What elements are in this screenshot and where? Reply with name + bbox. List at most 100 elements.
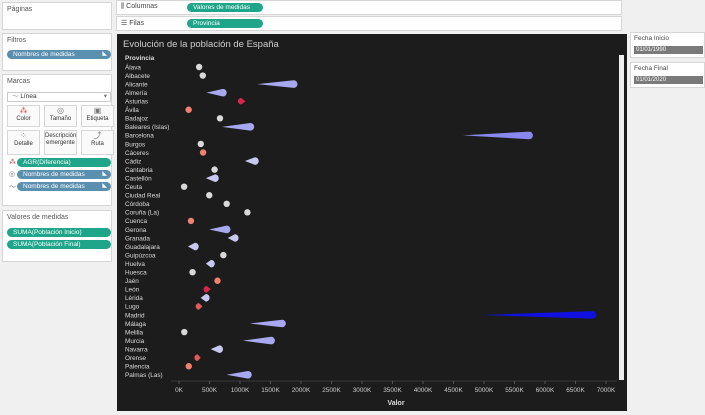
population-mark[interactable] [210,345,224,353]
columns-pill[interactable]: Valores de medidas [187,3,263,12]
population-chart[interactable]: Evolución de la población de España Prov… [117,34,627,411]
chevron-down-icon: ▾ [103,93,107,100]
size-button[interactable]: ◎ Tamaño [44,105,77,127]
population-mark[interactable] [257,80,298,88]
rows-pill[interactable]: Provincia [187,19,263,28]
population-mark[interactable] [206,192,213,199]
population-mark[interactable] [180,183,188,190]
population-mark[interactable] [205,174,219,182]
population-mark[interactable] [199,149,207,156]
population-mark[interactable] [185,106,192,113]
x-tick-label: 6000K [536,387,555,394]
columns-shelf[interactable]: ⫼ Columnas Valores de medidas [116,0,622,15]
province-label: Castellón [125,175,152,182]
population-mark[interactable] [223,200,230,207]
x-tick-label: 2000K [292,387,311,394]
mark-pill-diferencia[interactable]: AGR(Diferencia) [17,158,111,167]
mark-pill-nombres-2[interactable]: Nombres de medidas ◣ [17,182,111,191]
population-mark[interactable] [205,259,215,268]
tooltip-button[interactable]: Descripción emergente [44,130,77,155]
start-date-parameter[interactable]: Fecha Inicio 01/01/1990 [630,32,705,58]
province-label: Baleares (Islas) [125,124,169,131]
columns-pill-label: Valores de medidas [193,4,250,11]
label-button[interactable]: ▣ Etiqueta [81,105,114,127]
mark-pill-nombres-1-label: Nombres de medidas [23,171,85,178]
rows-shelf[interactable]: ☰ Filas Provincia [116,16,622,31]
x-tick-label: 5000K [475,387,494,394]
population-mark[interactable] [226,371,252,379]
province-label: Málaga [125,321,146,328]
marks-title: Marcas [7,78,30,85]
population-mark[interactable] [187,242,199,251]
population-mark[interactable] [221,123,255,131]
color-label: Color [16,116,31,122]
population-mark[interactable] [244,157,259,165]
population-mark[interactable] [209,225,231,234]
filter-settings-icon: ◣ [102,51,107,57]
province-label: Guadalajara [125,244,160,251]
population-mark[interactable] [211,166,218,173]
population-mark[interactable] [244,209,251,216]
population-mark[interactable] [181,328,188,336]
province-label: Cáceres [125,150,149,157]
x-tick-label: 4500K [444,387,463,394]
province-label: Palmas (Las) [125,372,163,379]
x-tick-label: 500K [202,387,218,394]
population-mark[interactable] [206,88,227,97]
row-header: Provincia [125,55,155,62]
province-label: Navarra [125,346,148,353]
population-mark[interactable] [185,363,192,370]
population-mark[interactable] [249,319,286,328]
vertical-scrollbar[interactable] [619,55,624,380]
columns-label-text: Columnas [126,3,158,10]
rows-icon: ☰ [121,20,130,27]
x-tick-label: 1000K [231,387,250,394]
mark-type-select[interactable]: 〜 Línea ▾ [7,92,111,102]
population-mark[interactable] [187,217,195,225]
population-mark[interactable] [237,97,246,105]
x-tick-label: 4000K [414,387,433,394]
tooltip-label: Descripción emergente [45,133,77,146]
province-label: Gerona [125,227,147,234]
end-date-value[interactable]: 01/01/2020 [634,76,703,84]
population-mark[interactable] [203,286,211,293]
province-label: Melilla [125,329,144,336]
population-mark[interactable] [197,140,204,148]
population-mark[interactable] [227,234,239,242]
province-label: Cuenca [125,218,147,225]
size-label: Tamaño [49,116,72,122]
color-button[interactable]: ⁂ Color [7,105,40,127]
population-mark[interactable] [189,269,196,276]
measure-values-title: Valores de medidas [7,214,69,221]
measure-pill-final[interactable]: SUMA(Población Final) [7,240,111,249]
population-mark[interactable] [195,303,203,310]
population-mark[interactable] [200,294,210,302]
province-label: Burgos [125,141,145,148]
x-tick-label: 6500K [566,387,585,394]
population-mark[interactable] [220,251,227,259]
province-label: Ciudad Real [125,193,160,200]
start-date-value[interactable]: 01/01/1990 [634,46,703,54]
province-label: Lugo [125,304,140,311]
province-label: Ceuta [125,184,142,191]
population-mark[interactable] [462,131,533,140]
x-tick-label: 7000K [597,387,616,394]
visualization-area[interactable]: Evolución de la población de España Prov… [117,34,627,411]
label-icon: ▣ [93,106,102,115]
population-mark[interactable] [216,115,224,122]
end-date-parameter[interactable]: Fecha Final 01/01/2020 [630,62,705,88]
population-mark[interactable] [199,72,206,79]
path-button[interactable]: ⤴ Ruta [81,130,114,155]
mark-pill-nombres-1[interactable]: Nombres de medidas ◣ [17,170,111,179]
detail-button[interactable]: ⁘ Detalle [7,130,40,155]
left-sidebar: Páginas Filtros Nombres de medidas ◣ Mar… [0,0,114,415]
population-mark[interactable] [480,311,597,319]
measure-pill-inicio[interactable]: SUMA(Población Inicio) [7,228,111,237]
population-mark[interactable] [194,354,201,361]
population-mark[interactable] [242,336,275,345]
population-mark[interactable] [195,63,203,71]
province-label: Palencia [125,364,150,371]
province-label: Huelva [125,261,145,268]
population-mark[interactable] [214,277,221,284]
filter-pill[interactable]: Nombres de medidas ◣ [7,50,111,59]
